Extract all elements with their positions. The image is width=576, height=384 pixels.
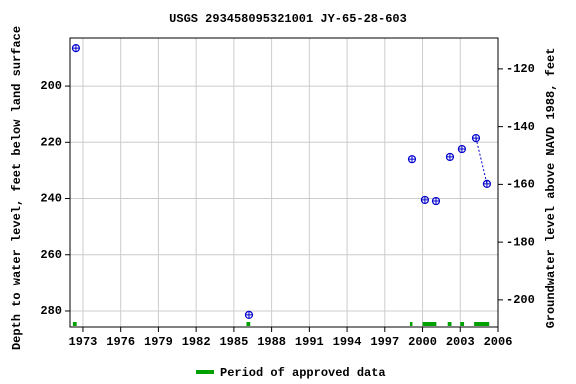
y2-tick-label: -180 (506, 235, 535, 249)
data-point (244, 310, 254, 320)
plot-frame (69, 37, 499, 328)
approved-period (409, 322, 413, 326)
data-point (71, 44, 81, 53)
y-tick-label: 200 (40, 79, 62, 93)
x-tick-label: 1991 (295, 335, 324, 349)
x-tick-label: 2000 (408, 335, 437, 349)
x-tick-label: 1976 (106, 335, 135, 349)
x-tick-label: 1979 (144, 335, 173, 349)
legend-label: Period of approved data (220, 366, 386, 380)
data-point (431, 196, 441, 206)
y2-tick-label: -160 (506, 178, 535, 192)
data-point (457, 144, 467, 154)
y2-tick-label: -120 (506, 62, 535, 76)
approved-period (72, 322, 77, 326)
x-tick-label: 2006 (484, 335, 513, 349)
y2-tick-label: -140 (506, 120, 535, 134)
connector-line (475, 137, 488, 185)
data-point (482, 179, 492, 189)
x-tick-label: 1988 (257, 335, 286, 349)
approved-period (447, 322, 452, 326)
y-tick-label: 220 (40, 135, 62, 149)
approved-period (474, 322, 490, 326)
y-tick-label: 280 (40, 304, 62, 318)
y2-axis-label: Groundwater level above NAVD 1988, feet (544, 48, 558, 329)
x-tick-label: 1994 (333, 335, 362, 349)
x-tick-label: 2003 (446, 335, 475, 349)
x-tick-label: 1985 (219, 335, 248, 349)
data-point (471, 133, 481, 143)
y-axis-label: Depth to water level, feet below land su… (10, 26, 24, 350)
y-tick-label: 260 (40, 248, 62, 262)
x-tick-label: 1982 (182, 335, 211, 349)
y2-tick-label: -200 (506, 293, 535, 307)
approved-period (460, 322, 465, 326)
data-point (420, 195, 430, 205)
approved-period (246, 322, 251, 326)
data-point (407, 155, 417, 164)
approved-period (422, 322, 437, 326)
x-tick-label: 1973 (69, 335, 98, 349)
y-tick-label: 240 (40, 192, 62, 206)
data-point (445, 152, 455, 162)
x-tick-label: 1997 (370, 335, 399, 349)
chart-title: USGS 293458095321001 JY-65-28-603 (169, 12, 407, 26)
